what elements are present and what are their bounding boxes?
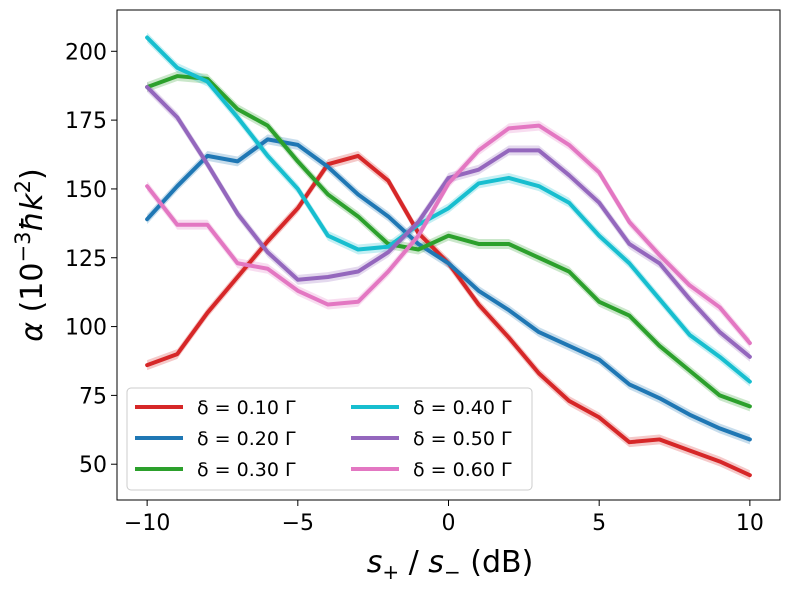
legend-label: δ = 0.20 Γ <box>197 428 296 450</box>
series-line-6 <box>145 123 752 346</box>
y-tick-label: 100 <box>65 316 107 341</box>
y-tick-label: 175 <box>65 109 107 134</box>
x-tick-label: 10 <box>736 511 764 536</box>
legend-label: δ = 0.50 Γ <box>413 428 512 450</box>
y-tick-label: 75 <box>79 384 107 409</box>
legend-label: δ = 0.30 Γ <box>197 459 296 481</box>
x-tick-label: 5 <box>592 511 606 536</box>
legend-label: δ = 0.40 Γ <box>413 397 512 419</box>
legend-frame <box>126 387 533 491</box>
series-line-2 <box>145 137 752 442</box>
x-tick-label: 0 <box>442 511 456 536</box>
series-line-5 <box>145 85 752 359</box>
x-tick-label: −10 <box>124 511 170 536</box>
x-tick-label: −5 <box>282 511 314 536</box>
y-tick-label: 50 <box>79 453 107 478</box>
legend-label: δ = 0.10 Γ <box>197 397 296 419</box>
series-line-3 <box>145 74 752 409</box>
x-axis-label: s+ / s− (dB) <box>367 545 534 584</box>
x-axis: −10 −5 0 5 10 <box>124 500 764 536</box>
y-axis: 50 75 100 125 150 175 200 <box>65 40 117 478</box>
y-tick-label: 150 <box>65 178 107 203</box>
y-tick-label: 125 <box>65 247 107 272</box>
series-lines <box>145 35 752 478</box>
legend-label: δ = 0.60 Γ <box>413 459 512 481</box>
y-tick-label: 200 <box>65 40 107 65</box>
y-axis-label: α (10−3ħk2) <box>11 168 50 341</box>
series-line-4 <box>145 35 752 384</box>
legend: δ = 0.10 Γ δ = 0.20 Γ δ = 0.30 Γ δ = 0.40 Γ… <box>126 387 533 491</box>
series-band-1 <box>147 150 750 481</box>
